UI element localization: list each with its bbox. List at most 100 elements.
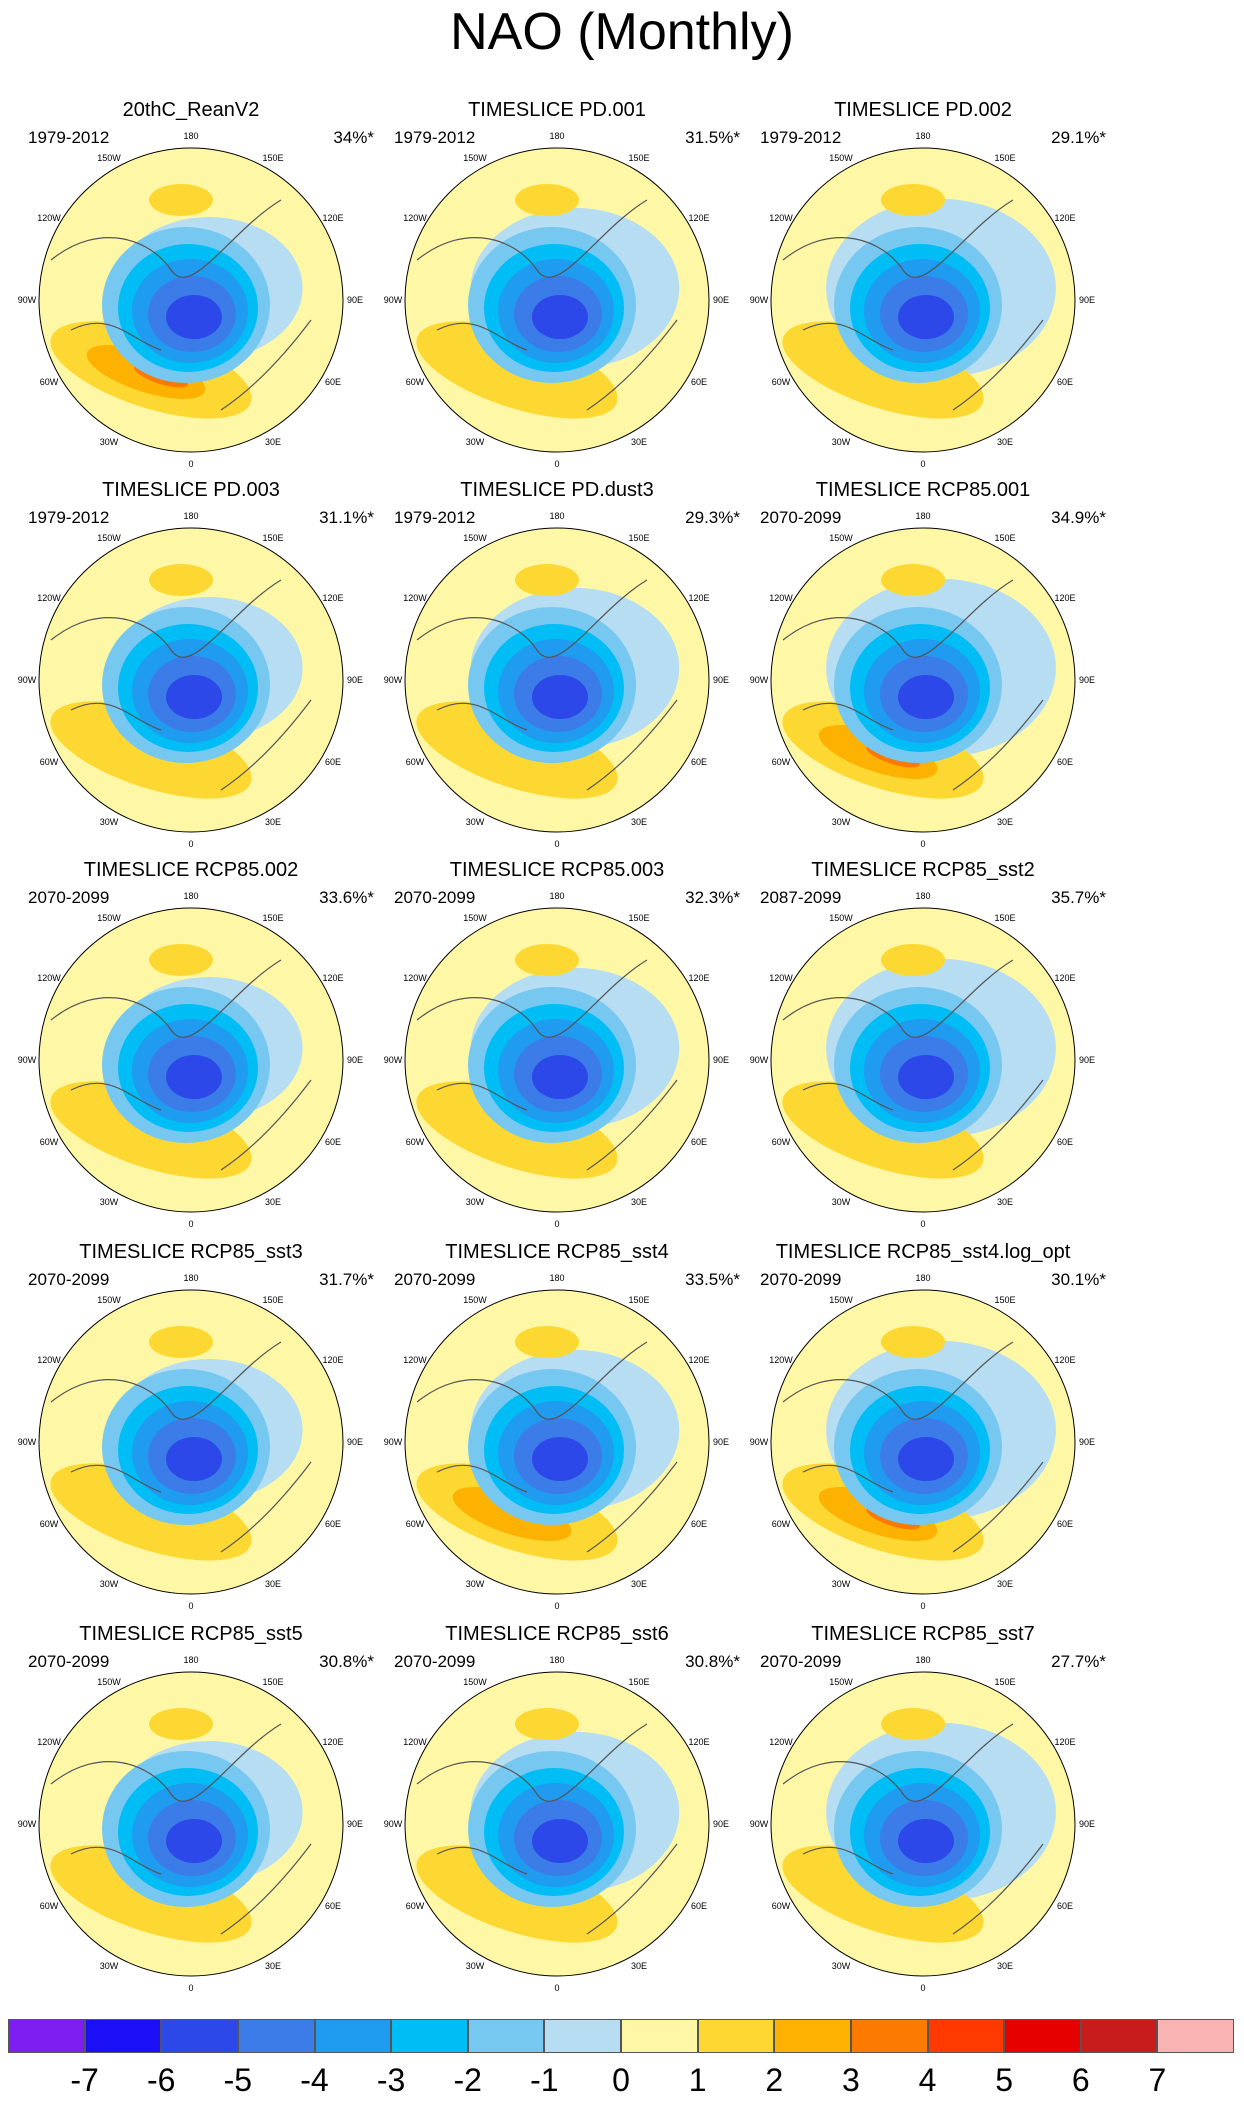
colorbar-segment — [467, 2019, 545, 2053]
longitude-label: 30W — [100, 1579, 119, 1589]
longitude-label: 60E — [325, 1901, 341, 1911]
longitude-label: 60E — [1057, 1519, 1073, 1529]
longitude-label: 60E — [1057, 757, 1073, 767]
longitude-label: 150E — [994, 153, 1015, 163]
longitude-label: 60W — [40, 1137, 59, 1147]
panel-variance: 32.3%* — [685, 888, 740, 907]
longitude-label: 0 — [920, 1983, 925, 1993]
map-panel: TIMESLICE RCP85_sst5 2070-2099 30.8%* 180 15… — [6, 1622, 376, 1998]
longitude-label: 60E — [325, 757, 341, 767]
colorbar-segment — [84, 2019, 162, 2053]
longitude-label: 90W — [384, 1055, 403, 1065]
longitude-label: 90E — [347, 1819, 363, 1829]
longitude-label: 30W — [466, 437, 485, 447]
longitude-label: 120E — [1054, 1355, 1075, 1365]
longitude-label: 60E — [691, 1137, 707, 1147]
panel-title: TIMESLICE RCP85_sst4.log_opt — [775, 1241, 1071, 1263]
longitude-label: 90W — [18, 1437, 37, 1447]
polar-map: 180 150E 120E 90E 60E 30E 0 30W 60W 90W 120W 150W — [750, 511, 1095, 849]
longitude-label: 120E — [1054, 213, 1075, 223]
longitude-label: 150E — [628, 153, 649, 163]
panel-title: TIMESLICE RCP85_sst6 — [445, 1623, 669, 1645]
longitude-label: 150E — [262, 533, 283, 543]
longitude-label: 90W — [18, 1055, 37, 1065]
panel-title: TIMESLICE RCP85_sst4 — [445, 1241, 669, 1263]
longitude-label: 60E — [1057, 1901, 1073, 1911]
colorbar-tick-label: 7 — [1148, 2062, 1167, 2098]
longitude-label: 180 — [915, 511, 930, 521]
polar-map: 180 150E 120E 90E 60E 30E 0 30W 60W 90W 120W 150W — [384, 511, 729, 849]
colorbar-segment — [1157, 2019, 1234, 2053]
longitude-label: 60W — [772, 1137, 791, 1147]
colorbar-tick-label: 6 — [1071, 2062, 1090, 2098]
longitude-label: 30E — [631, 437, 647, 447]
longitude-label: 120E — [322, 1737, 343, 1747]
longitude-label: 120E — [688, 1737, 709, 1747]
longitude-label: 90W — [18, 1819, 37, 1829]
map-panel: 20thC_ReanV2 1979-2012 34%* 180 150E 120E 90E 6… — [6, 98, 376, 474]
longitude-label: 150W — [829, 153, 853, 163]
longitude-label: 150E — [628, 533, 649, 543]
longitude-label: 30E — [265, 437, 281, 447]
panel-period: 1979-2012 — [394, 128, 476, 147]
longitude-label: 90W — [750, 1437, 769, 1447]
longitude-label: 90W — [750, 1819, 769, 1829]
longitude-label: 150E — [628, 913, 649, 923]
longitude-label: 60E — [691, 757, 707, 767]
longitude-label: 180 — [915, 1273, 930, 1283]
longitude-label: 90E — [347, 675, 363, 685]
map-panel: TIMESLICE PD.002 1979-2012 29.1%* 180 150E 12… — [738, 98, 1108, 474]
longitude-label: 0 — [920, 1601, 925, 1611]
longitude-label: 90E — [713, 675, 729, 685]
map-panel: TIMESLICE RCP85_sst3 2070-2099 31.7%* 180 15… — [6, 1240, 376, 1616]
longitude-label: 90E — [1079, 1437, 1095, 1447]
longitude-label: 120E — [322, 213, 343, 223]
panel-title: TIMESLICE RCP85_sst3 — [79, 1241, 303, 1263]
longitude-label: 90E — [713, 1055, 729, 1065]
longitude-label: 90E — [1079, 675, 1095, 685]
longitude-label: 60W — [406, 377, 425, 387]
panel-title: TIMESLICE PD.002 — [834, 99, 1012, 121]
panel-title: TIMESLICE RCP85.003 — [449, 859, 665, 881]
longitude-label: 150E — [994, 1677, 1015, 1687]
colorbar-segment — [697, 2019, 775, 2053]
colorbar-tick-label: -3 — [376, 2062, 406, 2098]
longitude-label: 0 — [554, 1219, 559, 1229]
polar-map: 180 150E 120E 90E 60E 30E 0 30W 60W 90W 120W 150W — [750, 1273, 1095, 1611]
longitude-label: 150W — [463, 153, 487, 163]
longitude-label: 0 — [554, 839, 559, 849]
longitude-label: 120E — [322, 593, 343, 603]
longitude-label: 120E — [322, 1355, 343, 1365]
longitude-label: 180 — [549, 131, 564, 141]
longitude-label: 60W — [40, 757, 59, 767]
figure-title: NAO (Monthly) — [450, 3, 794, 61]
panel-period: 1979-2012 — [28, 508, 110, 527]
colorbar-segment — [774, 2019, 851, 2053]
longitude-label: 60W — [772, 757, 791, 767]
panel-title: TIMESLICE PD.003 — [102, 479, 280, 501]
panel-period: 2070-2099 — [28, 888, 110, 907]
longitude-label: 30E — [265, 1961, 281, 1971]
longitude-label: 180 — [915, 131, 930, 141]
longitude-label: 120W — [769, 1737, 793, 1747]
longitude-label: 60E — [691, 377, 707, 387]
longitude-label: 30E — [997, 1197, 1013, 1207]
longitude-label: 120E — [1054, 1737, 1075, 1747]
longitude-label: 30W — [466, 1961, 485, 1971]
panel-variance: 33.6%* — [319, 888, 374, 907]
colorbar-tick-label: -7 — [70, 2062, 99, 2098]
longitude-label: 90W — [750, 1055, 769, 1065]
longitude-label: 120W — [37, 973, 61, 983]
longitude-label: 150E — [262, 153, 283, 163]
longitude-label: 150W — [463, 913, 487, 923]
panel-variance: 29.1%* — [1051, 128, 1106, 147]
longitude-label: 30W — [466, 1197, 485, 1207]
longitude-label: 30E — [631, 1197, 647, 1207]
colorbar-tick-label: -4 — [300, 2062, 329, 2098]
longitude-label: 90E — [347, 1437, 363, 1447]
polar-map: 180 150E 120E 90E 60E 30E 0 30W 60W 90W 120W 150W — [384, 1273, 729, 1611]
longitude-label: 120W — [769, 973, 793, 983]
polar-map: 180 150E 120E 90E 60E 30E 0 30W 60W 90W 120W 150W — [384, 1655, 729, 1993]
map-panel: TIMESLICE RCP85_sst4.log_opt 2070-2099 30.… — [738, 1240, 1108, 1616]
panel-title: TIMESLICE RCP85.001 — [815, 479, 1031, 501]
